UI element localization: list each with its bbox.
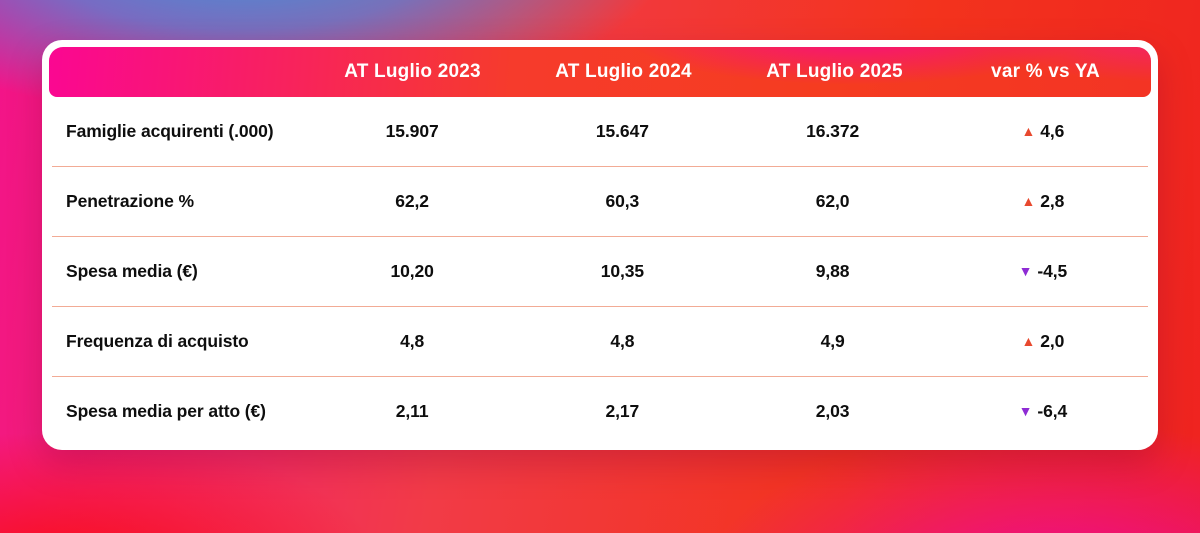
value-2024: 2,17 — [605, 401, 640, 421]
col-header-var-vs-ya: var % vs YA — [991, 61, 1100, 82]
value-2024: 10,35 — [600, 261, 645, 281]
row-label: Spesa media per atto (€) — [66, 401, 266, 421]
arrow-down-icon: ▼ — [1018, 262, 1033, 279]
value-2023: 10,20 — [390, 261, 434, 281]
col-header-at-luglio-2023: AT Luglio 2023 — [344, 61, 481, 82]
value-2024: 15.647 — [595, 121, 649, 141]
value-2025: 9,88 — [815, 261, 850, 281]
value-2023: 15.907 — [385, 121, 439, 141]
value-2025: 4,9 — [820, 331, 845, 351]
value-2025: 62,0 — [815, 191, 850, 211]
var-value: -4,5 — [1037, 261, 1068, 281]
value-2023: 4,8 — [400, 331, 425, 351]
kpi-table-card: AT Luglio 2023 AT Luglio 2024 AT Luglio … — [42, 40, 1158, 450]
var-cell: ▲ 4,6 — [938, 121, 1148, 142]
table-header: AT Luglio 2023 AT Luglio 2024 AT Luglio … — [49, 47, 1151, 97]
var-value: 4,6 — [1040, 121, 1065, 141]
value-2025: 16.372 — [806, 121, 860, 141]
value-2023: 2,11 — [395, 401, 429, 421]
table-row: Spesa media (€) 10,20 10,35 9,88 ▼ -4,5 — [52, 236, 1148, 306]
var-value: 2,0 — [1040, 331, 1065, 351]
var-cell: ▲ 2,8 — [938, 191, 1148, 212]
col-header-at-luglio-2024: AT Luglio 2024 — [555, 61, 692, 82]
value-2023: 62,2 — [395, 191, 429, 211]
arrow-up-icon: ▲ — [1021, 332, 1036, 349]
table-row: Spesa media per atto (€) 2,11 2,17 2,03 … — [52, 376, 1148, 446]
col-header-at-luglio-2025: AT Luglio 2025 — [766, 61, 903, 82]
row-label: Famiglie acquirenti (.000) — [66, 121, 274, 141]
table-row: Penetrazione % 62,2 60,3 62,0 ▲ 2,8 — [52, 166, 1148, 236]
row-label: Frequenza di acquisto — [66, 331, 249, 351]
table-body: Famiglie acquirenti (.000) 15.907 15.647… — [42, 97, 1158, 446]
arrow-up-icon: ▲ — [1021, 122, 1036, 139]
arrow-up-icon: ▲ — [1021, 192, 1036, 209]
value-2024: 60,3 — [605, 191, 640, 211]
var-cell: ▲ 2,0 — [938, 331, 1148, 352]
value-2024: 4,8 — [610, 331, 635, 351]
row-label: Penetrazione % — [66, 191, 194, 211]
var-cell: ▼ -6,4 — [938, 401, 1148, 422]
var-cell: ▼ -4,5 — [938, 261, 1148, 282]
var-value: -6,4 — [1037, 401, 1068, 421]
row-label: Spesa media (€) — [66, 261, 198, 281]
var-value: 2,8 — [1040, 191, 1065, 211]
table-row: Famiglie acquirenti (.000) 15.907 15.647… — [52, 97, 1148, 166]
arrow-down-icon: ▼ — [1018, 402, 1033, 419]
value-2025: 2,03 — [815, 401, 850, 421]
table-row: Frequenza di acquisto 4,8 4,8 4,9 ▲ 2,0 — [52, 306, 1148, 376]
